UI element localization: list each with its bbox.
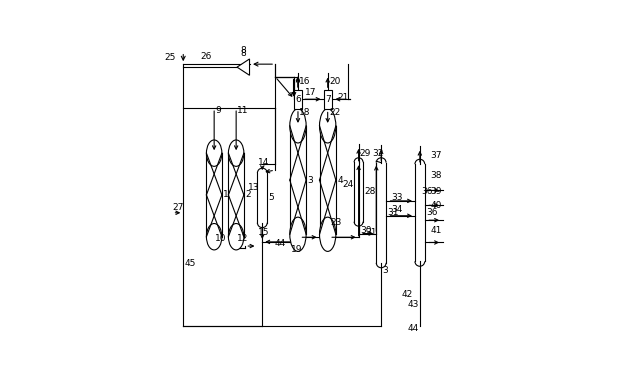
Text: 5: 5 — [269, 193, 274, 202]
Text: 20: 20 — [329, 78, 340, 86]
Polygon shape — [415, 164, 425, 261]
Text: 31: 31 — [365, 228, 377, 237]
Text: 16: 16 — [299, 78, 310, 86]
Text: 33: 33 — [392, 193, 403, 202]
Polygon shape — [354, 162, 363, 222]
Text: 4: 4 — [337, 176, 343, 185]
Text: 26: 26 — [200, 52, 211, 61]
Text: 3: 3 — [308, 176, 313, 185]
Polygon shape — [376, 163, 386, 263]
Polygon shape — [320, 126, 336, 234]
Text: 19: 19 — [290, 245, 302, 254]
Ellipse shape — [228, 223, 244, 250]
Text: 37: 37 — [430, 151, 442, 160]
Ellipse shape — [207, 140, 222, 166]
Ellipse shape — [228, 140, 244, 166]
Polygon shape — [228, 153, 244, 237]
Text: 41: 41 — [430, 226, 442, 235]
Ellipse shape — [290, 109, 306, 143]
Text: 11: 11 — [238, 106, 249, 115]
Polygon shape — [237, 59, 249, 75]
Text: 30: 30 — [360, 225, 371, 235]
Text: 42: 42 — [402, 290, 413, 299]
Text: 13: 13 — [248, 183, 259, 192]
Text: 2: 2 — [245, 190, 251, 200]
Text: 39: 39 — [430, 188, 442, 196]
Text: 7: 7 — [325, 95, 330, 104]
Text: 40: 40 — [430, 201, 442, 210]
Text: 22: 22 — [329, 108, 340, 117]
Ellipse shape — [207, 223, 222, 250]
Text: 17: 17 — [305, 88, 317, 97]
Text: 15: 15 — [258, 228, 269, 237]
Text: 45: 45 — [185, 259, 196, 268]
Text: 8: 8 — [241, 49, 246, 58]
Text: 44: 44 — [274, 239, 285, 249]
Text: 14: 14 — [258, 158, 269, 167]
Text: 28: 28 — [364, 188, 376, 196]
Text: 6: 6 — [295, 95, 301, 104]
Text: 25: 25 — [165, 52, 176, 61]
Text: 27: 27 — [172, 203, 184, 212]
Text: 21: 21 — [338, 93, 349, 102]
Bar — [294, 90, 302, 109]
Ellipse shape — [320, 109, 336, 143]
Text: 8: 8 — [241, 46, 246, 55]
Text: 3: 3 — [383, 266, 388, 275]
Polygon shape — [290, 126, 306, 234]
Text: 29: 29 — [360, 149, 371, 158]
Text: 24: 24 — [343, 180, 354, 189]
Text: 38: 38 — [430, 171, 442, 180]
Polygon shape — [207, 153, 222, 237]
Text: 31: 31 — [388, 208, 399, 217]
Text: 10: 10 — [215, 234, 227, 242]
Text: 43: 43 — [408, 300, 419, 310]
Text: 36: 36 — [421, 188, 433, 196]
Text: 9: 9 — [215, 106, 221, 115]
Text: 36: 36 — [426, 208, 438, 217]
Text: 23: 23 — [331, 218, 342, 227]
Ellipse shape — [290, 217, 306, 251]
Text: 18: 18 — [299, 108, 310, 117]
Text: 12: 12 — [238, 234, 249, 242]
Ellipse shape — [320, 217, 336, 251]
Polygon shape — [258, 173, 267, 223]
Text: 1: 1 — [223, 190, 229, 200]
Text: 44: 44 — [408, 323, 419, 333]
Text: 34: 34 — [392, 205, 403, 214]
Text: 32: 32 — [373, 149, 384, 158]
Bar — [323, 90, 332, 109]
